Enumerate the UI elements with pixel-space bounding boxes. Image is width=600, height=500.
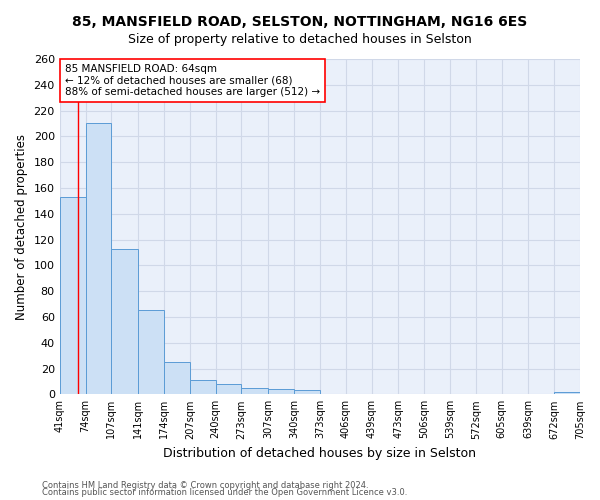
Bar bbox=[164, 362, 190, 394]
Bar bbox=[112, 248, 138, 394]
Bar bbox=[268, 389, 294, 394]
Bar bbox=[554, 392, 580, 394]
Text: 85, MANSFIELD ROAD, SELSTON, NOTTINGHAM, NG16 6ES: 85, MANSFIELD ROAD, SELSTON, NOTTINGHAM,… bbox=[73, 15, 527, 29]
Text: Contains public sector information licensed under the Open Government Licence v3: Contains public sector information licen… bbox=[42, 488, 407, 497]
Bar bbox=[59, 197, 86, 394]
Bar bbox=[86, 124, 112, 394]
Text: 85 MANSFIELD ROAD: 64sqm
← 12% of detached houses are smaller (68)
88% of semi-d: 85 MANSFIELD ROAD: 64sqm ← 12% of detach… bbox=[65, 64, 320, 97]
Bar bbox=[294, 390, 320, 394]
Bar bbox=[241, 388, 268, 394]
X-axis label: Distribution of detached houses by size in Selston: Distribution of detached houses by size … bbox=[163, 447, 476, 460]
Text: Size of property relative to detached houses in Selston: Size of property relative to detached ho… bbox=[128, 32, 472, 46]
Y-axis label: Number of detached properties: Number of detached properties bbox=[15, 134, 28, 320]
Bar bbox=[190, 380, 215, 394]
Bar bbox=[215, 384, 241, 394]
Bar bbox=[138, 310, 164, 394]
Text: Contains HM Land Registry data © Crown copyright and database right 2024.: Contains HM Land Registry data © Crown c… bbox=[42, 480, 368, 490]
